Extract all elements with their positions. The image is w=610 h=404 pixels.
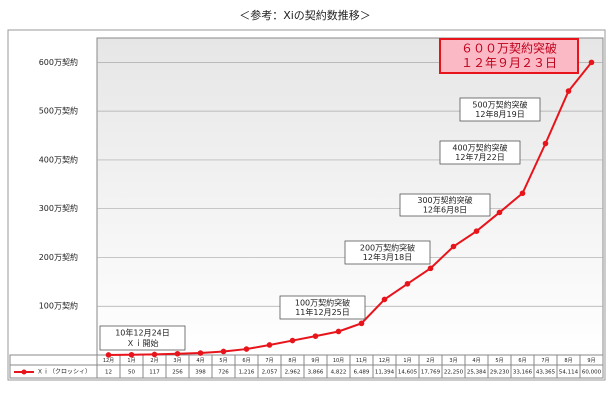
x-tick-label: 1月 (127, 358, 135, 364)
annotation: 12年7月22日 (455, 152, 504, 162)
x-tick-label: 4月 (472, 358, 480, 364)
x-tick-label: 10月 (333, 358, 344, 364)
annotation: 100万契約突破 (295, 297, 350, 307)
annotation: 12年3月18日 (363, 252, 412, 262)
annotation: 400万契約突破 (452, 142, 507, 152)
value-label: 6,489 (354, 370, 370, 376)
y-tick-label: 300万契約 (39, 203, 78, 213)
point (519, 190, 526, 197)
x-tick-label: 8月 (288, 358, 296, 364)
x-tick-label: 12月 (103, 358, 114, 364)
point (174, 350, 181, 357)
annotation: Ｘｉ開始 (127, 338, 159, 348)
y-tick-label: 200万契約 (39, 252, 78, 262)
annotation-box (399, 193, 491, 217)
value-label: 29,230 (490, 370, 510, 376)
x-tick-label: 6月 (518, 358, 526, 364)
point (289, 337, 296, 344)
chart-title: ＜参考：Xiの契約数推移＞ (239, 8, 371, 22)
y-tick-label: 100万契約 (39, 301, 78, 311)
value-label: 33,166 (513, 370, 533, 376)
annotation: 10年12月24日 (115, 328, 170, 338)
point (312, 333, 319, 339)
point (450, 243, 457, 250)
x-tick-label: 7月 (265, 358, 273, 364)
point (151, 351, 158, 358)
point (565, 88, 572, 94)
x-tick-label: 5月 (219, 358, 227, 364)
series-line (108, 61, 593, 356)
annotation-box (439, 140, 521, 165)
value-label: 43,365 (536, 370, 556, 376)
x-tick-label: 1月 (403, 358, 411, 364)
x-tick-label: 12月 (379, 358, 390, 364)
annotation-box (344, 240, 431, 265)
annotation: 12年8月19日 (475, 109, 524, 119)
point (473, 228, 480, 235)
x-tick-label: 2月 (426, 358, 434, 364)
point (588, 59, 595, 66)
x-tick-label: 3月 (449, 358, 457, 364)
y-tick-label: 500万契約 (39, 106, 78, 116)
y-tick-label: 600万契約 (39, 57, 78, 67)
x-tick-label: 11月 (356, 358, 367, 364)
point (105, 352, 112, 358)
value-label: 2,962 (285, 370, 301, 376)
point (243, 346, 250, 352)
point (427, 265, 434, 272)
point (266, 342, 273, 348)
y-tick-label: 400万契約 (39, 154, 78, 164)
annotation: 12年6月8日 (423, 204, 467, 214)
value-label: 2,057 (262, 370, 278, 376)
x-tick-label: 9月 (311, 358, 319, 364)
annotation: １２年９月２３日 (461, 56, 557, 70)
point (404, 280, 411, 287)
annotation: 500万契約突破 (472, 99, 527, 109)
point (128, 351, 135, 358)
value-label: 117 (149, 370, 160, 376)
x-tick-label: 2月 (150, 358, 158, 364)
legend-marker (21, 369, 27, 375)
x-tick-label: 3月 (173, 358, 181, 364)
value-label: 60,000 (582, 370, 602, 376)
value-label: 54,114 (559, 370, 579, 376)
x-tick-label: 4月 (196, 358, 204, 364)
annotation: 11年12月25日 (295, 307, 350, 317)
x-tick-label: 5月 (495, 358, 503, 364)
highlight-box (439, 38, 579, 74)
x-tick-label: 8月 (564, 358, 572, 364)
value-label: 14,605 (398, 370, 418, 376)
value-label: 726 (218, 370, 229, 376)
x-tick-label: 9月 (587, 358, 595, 364)
value-label: 4,822 (331, 370, 347, 376)
annotation-box (459, 97, 541, 122)
x-tick-label: 6月 (242, 358, 250, 364)
point (335, 328, 342, 335)
point (197, 350, 204, 356)
point (358, 320, 365, 327)
annotation: 300万契約突破 (417, 195, 472, 205)
annotation-box (99, 325, 186, 351)
annotation-box (279, 295, 366, 320)
point (381, 296, 388, 303)
value-label: 11,394 (375, 370, 395, 376)
value-label: 256 (172, 370, 183, 376)
value-label: 12 (105, 370, 112, 376)
annotation: 200万契約突破 (360, 242, 415, 252)
table (9, 354, 604, 379)
value-label: 1,216 (239, 370, 255, 376)
point (496, 209, 503, 216)
annotation: ６００万契約突破 (461, 41, 557, 56)
value-label: 17,769 (421, 370, 441, 376)
value-label: 25,384 (467, 370, 487, 376)
value-label: 3,866 (308, 370, 324, 376)
value-label: 50 (128, 370, 135, 376)
point (542, 140, 549, 147)
value-label: 398 (195, 370, 206, 376)
value-label: 22,250 (444, 370, 464, 376)
legend-label: Ｘｉ（クロッシィ） (37, 368, 91, 376)
point (220, 348, 227, 355)
x-tick-label: 7月 (541, 358, 549, 364)
